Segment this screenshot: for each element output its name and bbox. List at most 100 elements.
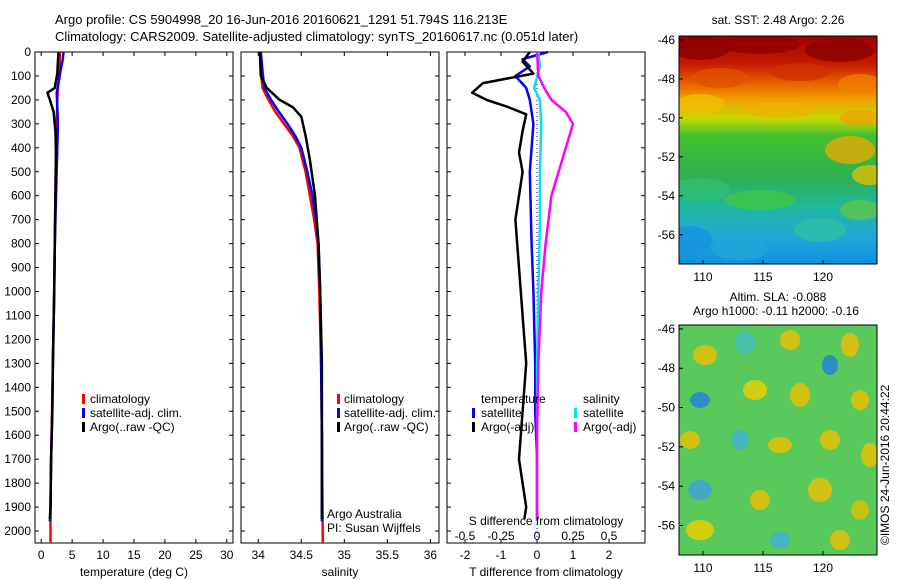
sla-texture-patch: [820, 430, 840, 450]
sla-texture-patch: [743, 380, 767, 400]
salinity-x-axis-label: salinity: [322, 565, 359, 579]
salinity-panel: 34 34.5 35 35.5 36 climatology satellite-adj…: [240, 51, 440, 579]
x-tick-label: 15: [127, 548, 141, 562]
sla-texture-patch: [680, 431, 700, 449]
sla-texture-patch: [690, 392, 710, 408]
t-difference-axis-label: T difference from climatology: [469, 565, 623, 579]
s-difference-tick-label: -0.5: [455, 529, 476, 543]
x-tick-label: 34.5: [290, 548, 314, 562]
sst-texture-patch: [720, 36, 800, 54]
legend-swatch-climatology: [82, 394, 85, 404]
sst-texture-patch: [692, 68, 748, 88]
depth-tick-label: 100: [11, 69, 31, 83]
sla-texture-patch: [851, 390, 869, 410]
legend-label-s-satellite: satellite: [583, 406, 624, 420]
sst-texture-patch: [770, 63, 830, 81]
sst-heatmap-texture: [679, 36, 877, 260]
series-line-satellite-adj-clim: [259, 51, 324, 522]
sst-map-title: sat. SST: 2.48 Argo: 2.26: [712, 13, 845, 27]
salinity-tick-group: 34 34.5 35 35.5 36: [241, 51, 439, 562]
legend-label-climatology: climatology: [344, 392, 404, 406]
temperature-tick-group: 0 5 10 15 20 25 300100200300400500600700800900…: [4, 45, 234, 562]
sst-texture-patch: [679, 36, 730, 60]
map-longitude-tick-label: 115: [753, 270, 772, 284]
legend-swatch-t-argo: [472, 422, 475, 432]
legend-title-salinity: salinity: [583, 392, 620, 406]
sla-texture-patch: [732, 430, 748, 450]
institution-annotation: Argo Australia: [327, 507, 402, 521]
figure-title-line2: Climatology: CARS2009. Satellite-adjuste…: [55, 29, 578, 44]
x-tick-label: 2: [606, 548, 613, 562]
map-latitude-tick-label: -54: [658, 189, 676, 203]
s-difference-tick-label: -0.25: [487, 529, 515, 543]
map-latitude-tick-label: -52: [658, 150, 676, 164]
temperature-line-group: [46, 51, 65, 543]
temperature-plot-frame: [34, 51, 234, 544]
salinity-legend: climatology satellite-adj. clim. Argo(..…: [337, 392, 436, 434]
legend-swatch-climatology: [337, 394, 340, 404]
sla-texture-patch: [790, 383, 810, 407]
depth-tick-label: 500: [11, 165, 31, 179]
sst-texture-patch: [840, 110, 877, 126]
x-tick-label: 20: [158, 548, 172, 562]
legend-swatch-s-argo: [574, 422, 577, 432]
legend-label-s-argo: Argo(-adj): [583, 420, 636, 434]
map-latitude-tick-label: -46: [658, 322, 676, 336]
map-longitude-tick-label: 110: [693, 270, 712, 284]
difference-plot-frame: [446, 51, 646, 544]
sst-texture-patch: [840, 200, 877, 220]
legend-swatch-argo: [82, 422, 85, 432]
sst-texture-patch: [679, 94, 725, 114]
sla-map-subtitle: Argo h1000: -0.11 h2000: -0.16: [693, 304, 859, 318]
legend-label-t-argo: Argo(-adj): [481, 420, 534, 434]
map-latitude-tick-label: -56: [658, 228, 676, 242]
map-latitude-tick-label: -52: [658, 440, 676, 454]
x-tick-label: 25: [189, 548, 203, 562]
depth-tick-label: 600: [11, 189, 31, 203]
x-tick-label: 35: [338, 548, 352, 562]
legend-swatch-satellite: [82, 408, 85, 418]
map-longitude-tick-label: 110: [693, 561, 712, 575]
legend-swatch-s-satellite: [574, 408, 577, 418]
sst-texture-patch: [679, 178, 730, 202]
sla-texture-patch: [693, 345, 717, 365]
x-tick-label: 35.5: [376, 548, 400, 562]
sla-texture-patch: [780, 330, 800, 350]
sla-texture-patch: [861, 443, 877, 467]
legend-swatch-satellite: [337, 408, 340, 418]
sla-tick-group: 110 115 120 -46 -48 -50 -52 -54 -56: [658, 322, 834, 575]
x-tick-label: -2: [460, 548, 471, 562]
depth-tick-label: 200: [11, 93, 31, 107]
series-line-argo-raw-qc: [258, 51, 324, 519]
legend-label-satellite: satellite-adj. clim.: [344, 406, 436, 420]
x-tick-label: 10: [96, 548, 110, 562]
depth-tick-label: 1900: [4, 500, 31, 514]
depth-tick-label: 700: [11, 213, 31, 227]
series-line-climatology: [258, 51, 325, 544]
x-tick-label: -1: [496, 548, 507, 562]
sla-map-panel: Altim. SLA: -0.088 Argo h1000: -0.11 h20…: [658, 290, 878, 575]
pi-annotation: PI: Susan Wijffels: [327, 521, 421, 535]
depth-tick-label: 400: [11, 141, 31, 155]
sla-texture-patch: [830, 530, 850, 550]
sst-texture-patch: [745, 102, 815, 118]
legend-label-climatology: climatology: [90, 392, 150, 406]
legend-label-argo: Argo(..raw -QC): [344, 420, 429, 434]
legend-swatch-t-satellite: [472, 408, 475, 418]
sla-texture-patch: [808, 478, 832, 502]
salinity-plot-frame: [240, 51, 440, 544]
sla-map-title: Altim. SLA: -0.088: [730, 290, 827, 304]
depth-tick-label: 1200: [4, 332, 31, 346]
depth-tick-label: 800: [11, 237, 31, 251]
sla-texture-patch: [686, 520, 714, 540]
depth-tick-label: 1100: [5, 308, 31, 322]
depth-tick-label: 1600: [4, 428, 31, 442]
s-difference-tick-label: 0.5: [601, 529, 618, 543]
temperature-x-axis-label: temperature (deg C): [80, 565, 188, 579]
map-longitude-tick-label: 120: [813, 561, 833, 575]
x-tick-label: 0: [38, 548, 45, 562]
sla-texture-patch: [851, 500, 869, 520]
depth-tick-label: 1300: [4, 356, 31, 370]
